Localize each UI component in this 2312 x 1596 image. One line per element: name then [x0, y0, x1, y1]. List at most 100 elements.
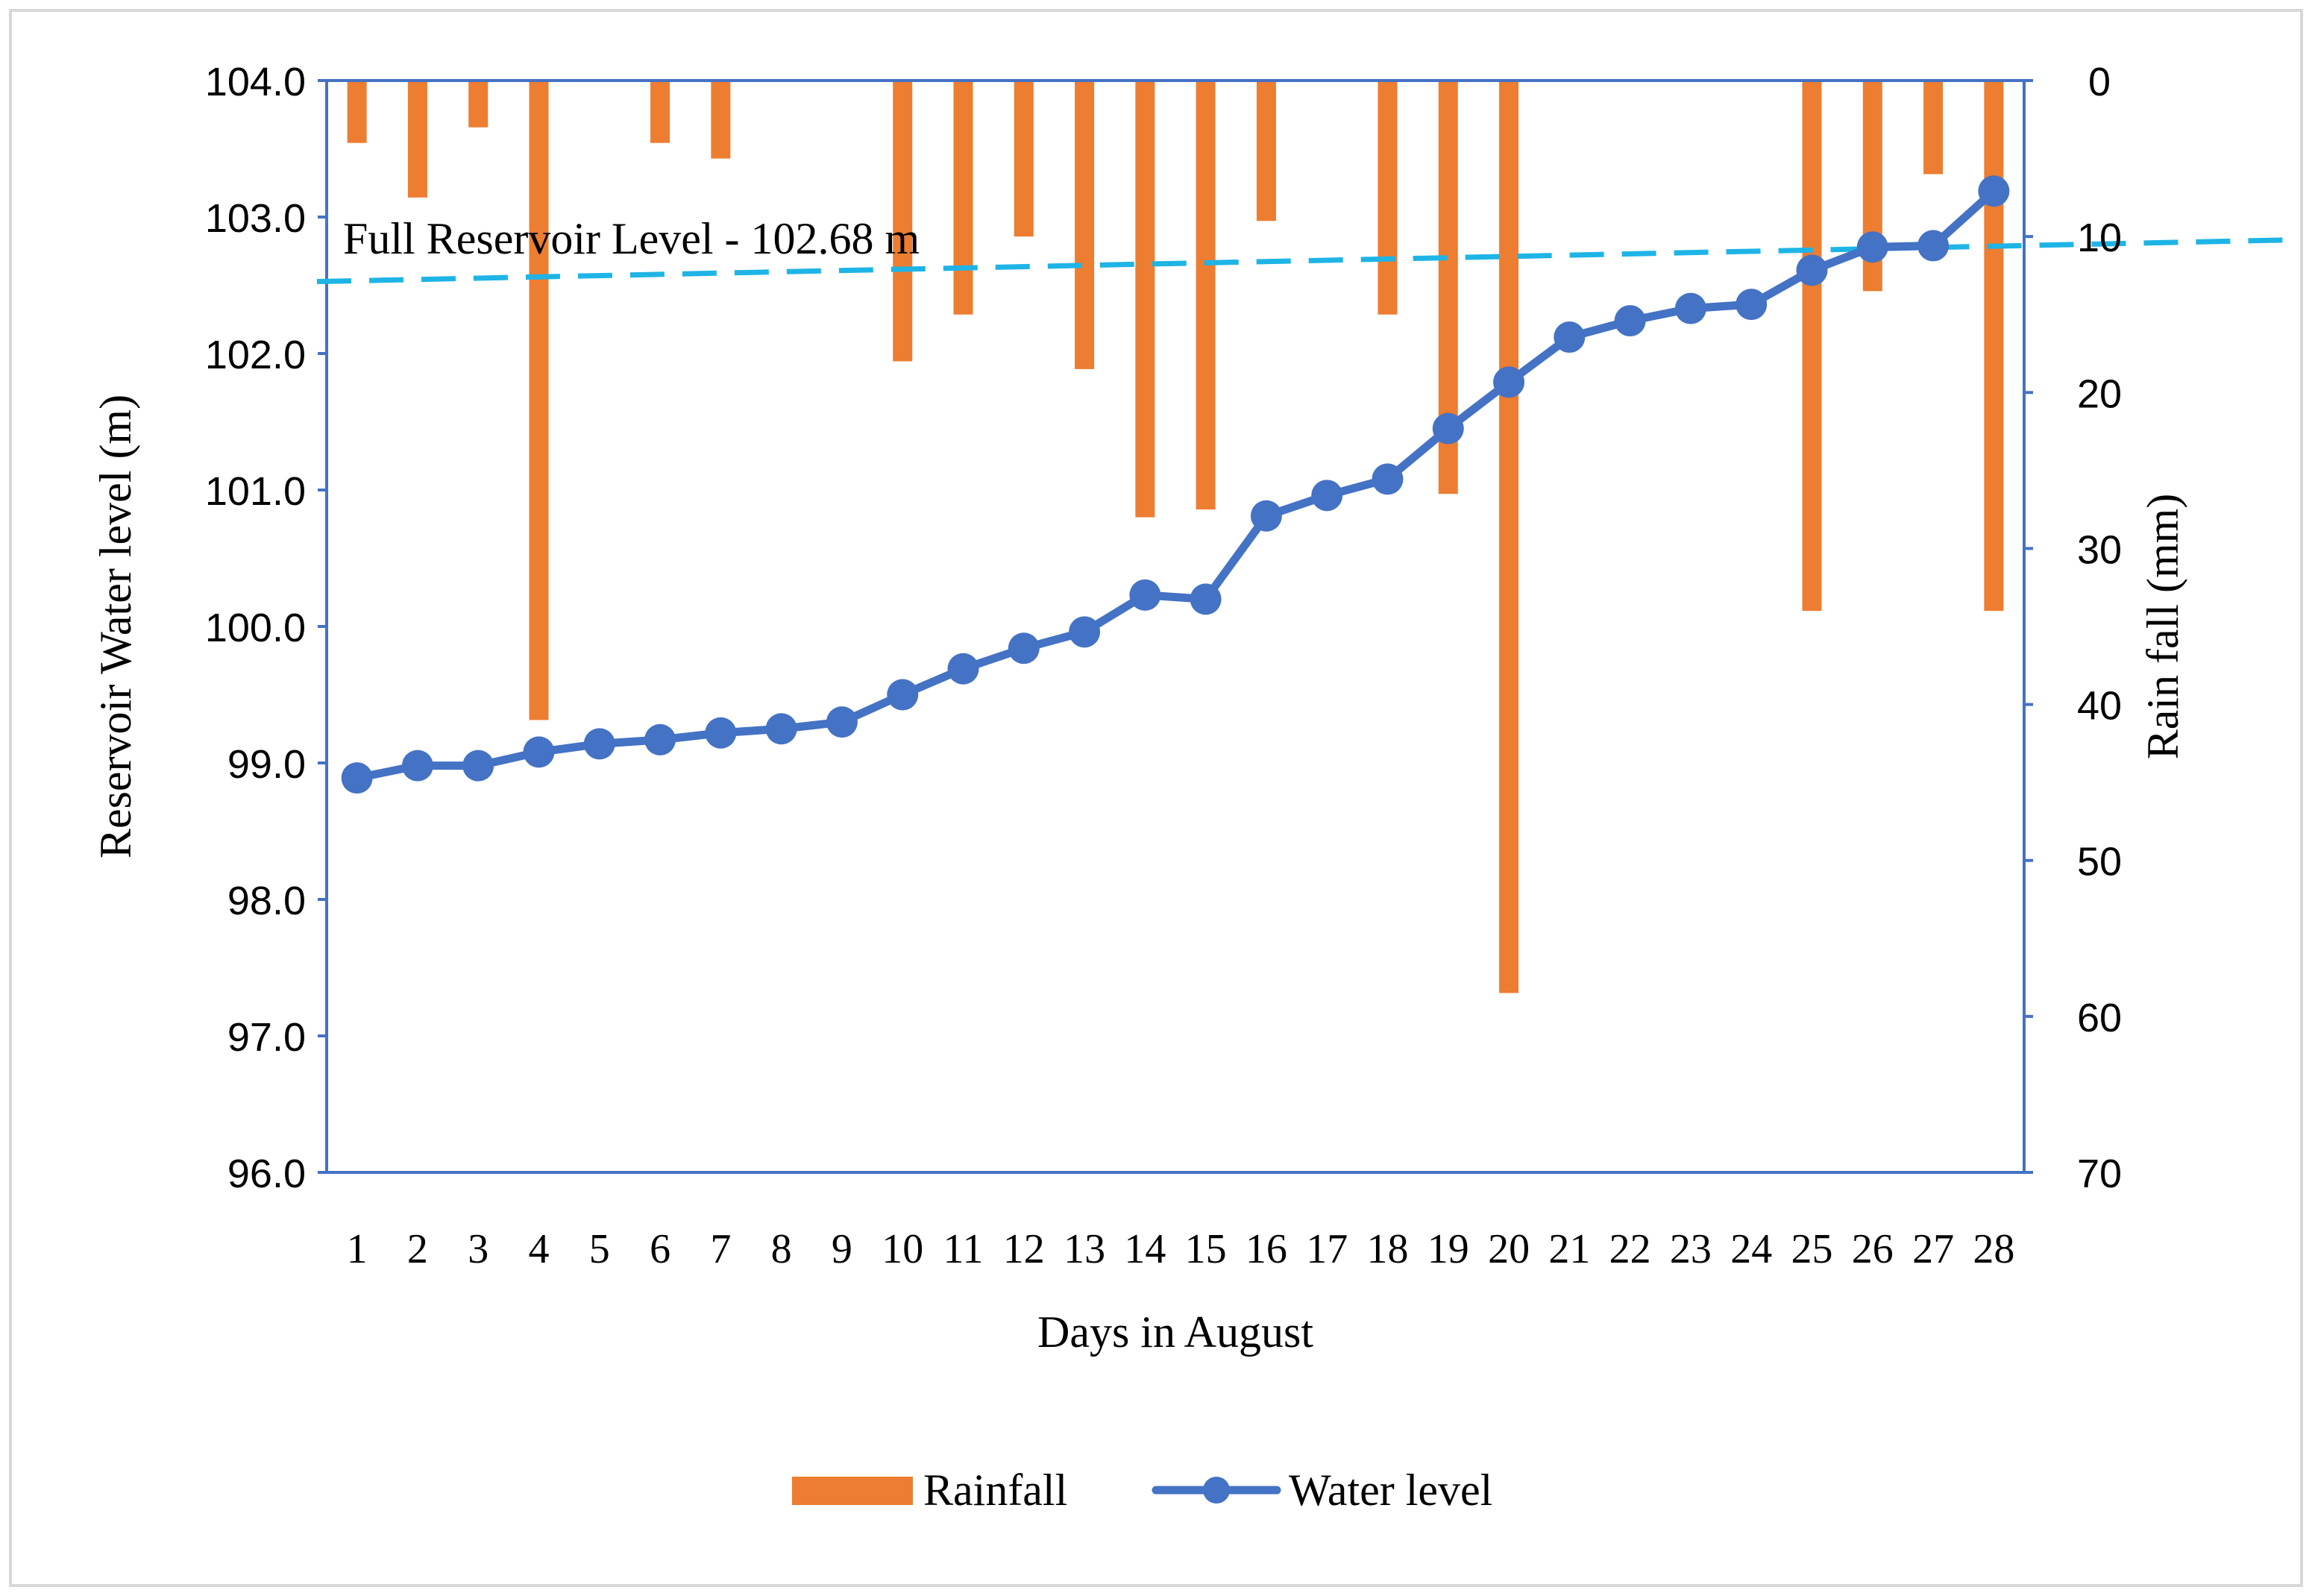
- water-level-point: [1614, 305, 1646, 337]
- water-level-point: [1917, 230, 1950, 262]
- water-level-point: [1069, 616, 1101, 648]
- rainfall-bar: [529, 81, 549, 720]
- rainfall-bar: [1802, 81, 1822, 612]
- rainfall-bar: [1378, 81, 1398, 315]
- outer-frame: [9, 9, 2303, 1587]
- left-tick-label: 96.0: [227, 1152, 306, 1196]
- water-level-point: [826, 706, 858, 738]
- water-level-point: [1796, 254, 1828, 286]
- right-tick-label: 40: [2077, 684, 2122, 729]
- rainfall-bars: [347, 81, 2004, 993]
- x-tick-label: 13: [1064, 1226, 1105, 1272]
- rainfall-bar: [1014, 81, 1034, 237]
- rainfall-bar: [953, 81, 973, 315]
- water-level-polyline: [353, 186, 1998, 782]
- right-tick-label: 0: [2088, 60, 2111, 104]
- x-tick-label: 19: [1427, 1226, 1469, 1272]
- water-level-point: [1735, 289, 1768, 321]
- left-axis-title: Reservoir Water level (m): [91, 395, 140, 858]
- rainfall-bar: [1256, 81, 1276, 222]
- x-tick-label: 25: [1791, 1226, 1833, 1272]
- x-tick-label: 27: [1912, 1226, 1954, 1272]
- water-level-point: [765, 713, 797, 745]
- x-tick-label: 6: [650, 1226, 670, 1272]
- rainfall-bar: [711, 81, 731, 159]
- water-level-point: [1008, 632, 1040, 665]
- x-tick-label: 14: [1124, 1226, 1166, 1272]
- legend: Rainfall Water level: [792, 1465, 1492, 1515]
- x-tick-label: 28: [1973, 1226, 2014, 1272]
- water-level-point: [583, 728, 615, 760]
- water-level-point: [644, 723, 676, 755]
- water-level-point: [1856, 231, 1888, 263]
- water-level-point: [887, 679, 919, 711]
- left-tick-label: 102.0: [205, 333, 306, 377]
- x-tick-label: 2: [407, 1226, 428, 1272]
- water-level-point: [1311, 480, 1343, 512]
- left-tick-label: 103.0: [205, 196, 306, 241]
- rainfall-bar: [1984, 81, 2004, 612]
- legend-label-water-level: Water level: [1289, 1465, 1492, 1515]
- right-axis-title: Rain fall (mm): [2138, 494, 2187, 760]
- x-tick-label: 24: [1730, 1226, 1772, 1272]
- water-level-point: [1250, 500, 1282, 532]
- water-level-point: [523, 736, 555, 768]
- x-tick-label: 7: [710, 1226, 731, 1272]
- axes: [318, 79, 2033, 1174]
- legend-swatch-rainfall: [792, 1477, 913, 1505]
- right-tick-label: 30: [2077, 527, 2122, 572]
- right-tick-label: 70: [2077, 1152, 2122, 1196]
- water-level-point: [1432, 412, 1464, 444]
- legend-swatch-water-level-marker: [1203, 1477, 1230, 1504]
- x-tick-label: 20: [1488, 1226, 1530, 1272]
- water-level-point: [1129, 579, 1161, 611]
- left-tick-label: 104.0: [205, 60, 306, 104]
- rainfall-bar: [347, 81, 367, 143]
- water-level-point: [1190, 583, 1222, 615]
- water-level-point: [1674, 292, 1706, 324]
- reference-line-label: Full Reservoir Level - 102.68 m: [343, 214, 920, 263]
- left-tick-label: 99.0: [227, 742, 306, 787]
- x-tick-label: 23: [1670, 1226, 1712, 1272]
- x-tick-label: 21: [1548, 1226, 1590, 1272]
- rainfall-bar: [468, 81, 489, 128]
- right-tick-label: 20: [2077, 371, 2122, 416]
- water-level-point: [462, 750, 494, 782]
- rainfall-bar: [1499, 81, 1519, 993]
- legend-label-rainfall: Rainfall: [923, 1465, 1067, 1515]
- rainfall-bar: [407, 81, 427, 198]
- tick-labels: 96.0 97.0 98.0 99.0 100.0 101.0 102.0 103.0 104.…: [205, 60, 2122, 1272]
- water-level-point: [1372, 463, 1404, 495]
- x-tick-label: 8: [771, 1226, 792, 1272]
- rainfall-bar: [1135, 81, 1155, 518]
- x-tick-label: 3: [468, 1226, 489, 1272]
- water-level-line: [341, 175, 2010, 794]
- rainfall-bar: [650, 81, 670, 143]
- x-tick-label: 9: [832, 1226, 852, 1272]
- water-level-point: [947, 653, 979, 685]
- x-tick-label: 18: [1367, 1226, 1409, 1272]
- water-level-point: [705, 717, 737, 749]
- x-tick-label: 12: [1003, 1226, 1045, 1272]
- rainfall-bar: [893, 81, 913, 362]
- left-tick-label: 98.0: [227, 879, 306, 923]
- right-tick-label: 10: [2077, 216, 2122, 260]
- x-tick-label: 5: [589, 1226, 610, 1272]
- x-tick-label: 16: [1245, 1226, 1287, 1272]
- rainfall-bar: [1196, 81, 1216, 510]
- right-tick-label: 50: [2077, 840, 2122, 885]
- x-tick-label: 4: [529, 1226, 550, 1272]
- x-tick-label: 26: [1852, 1226, 1894, 1272]
- rainfall-bar: [1075, 81, 1095, 369]
- x-tick-label: 22: [1609, 1226, 1651, 1272]
- left-tick-label: 97.0: [227, 1015, 306, 1060]
- x-axis-title: Days in August: [1037, 1307, 1313, 1357]
- right-tick-label: 60: [2077, 996, 2122, 1040]
- water-level-point: [1978, 175, 2010, 207]
- x-tick-label: 11: [943, 1226, 984, 1272]
- water-level-point: [1554, 321, 1586, 354]
- water-level-point: [341, 762, 373, 794]
- rainfall-bar: [1923, 81, 1944, 175]
- water-level-point: [401, 750, 433, 782]
